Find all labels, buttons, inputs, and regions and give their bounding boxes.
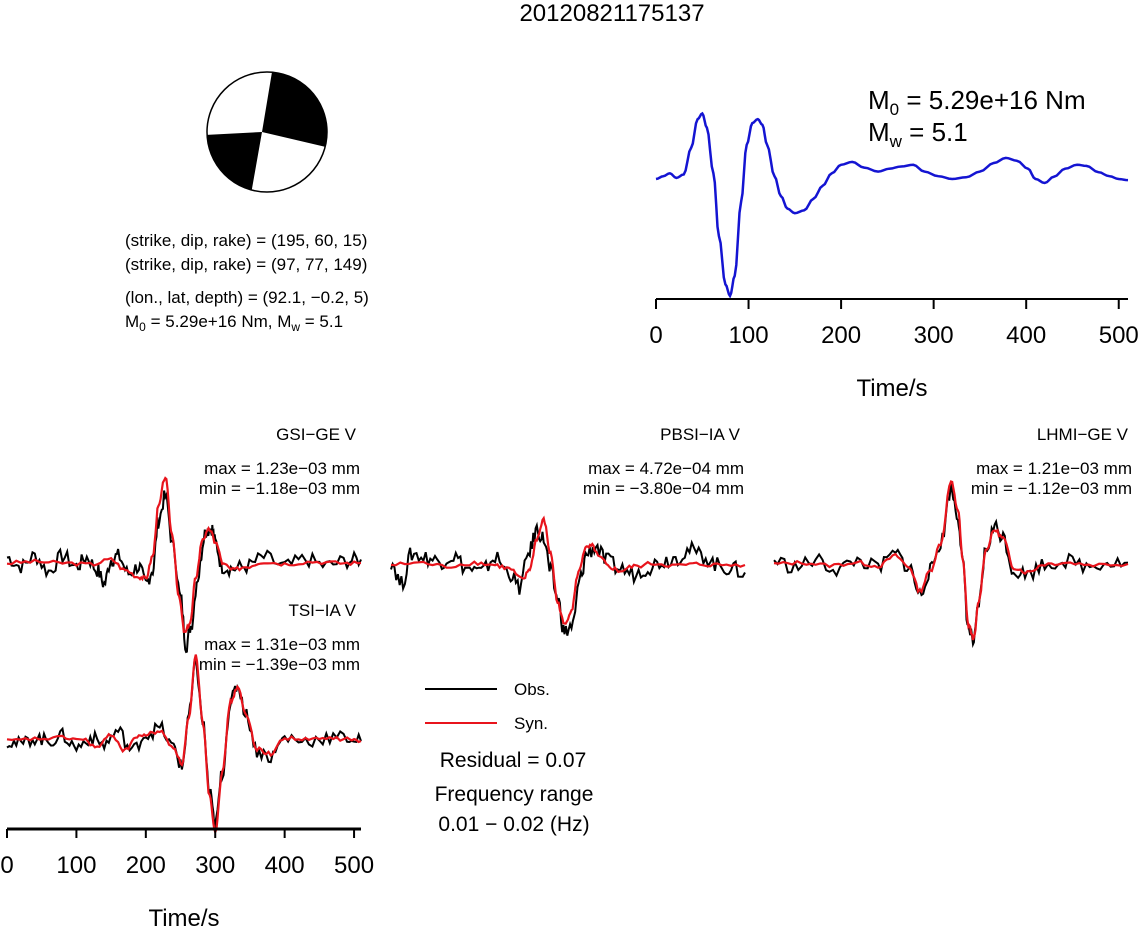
max-amplitude-label: max = 4.72e−04 mm xyxy=(588,459,744,478)
waveform-xlabel: Time/s xyxy=(148,905,219,928)
station-label: LHMI−GE V xyxy=(1037,425,1129,444)
observed-trace xyxy=(390,521,746,636)
waveform-x-tick-label: 400 xyxy=(265,852,305,879)
beachball-outline xyxy=(206,71,328,193)
max-amplitude-label: max = 1.31e−03 mm xyxy=(204,635,360,654)
synthetic-trace xyxy=(390,515,746,625)
frequency-range-label: Frequency range xyxy=(435,783,594,806)
stf-x-tick-label: 400 xyxy=(1006,322,1046,349)
source-time-function-panel: 0 100 200 300 400 500 xyxy=(649,111,1139,349)
stf-line xyxy=(655,111,1129,299)
beachball xyxy=(206,71,328,193)
legend-observed-label: Obs. xyxy=(514,680,550,699)
min-amplitude-label: min = −1.18e−03 mm xyxy=(199,479,360,498)
stf-x-tick-label: 500 xyxy=(1099,322,1139,349)
nodal-plane-2-label: (strike, dip, rake) = (97, 77, 149) xyxy=(125,255,367,274)
stf-mw-label: Mw = 5.1 xyxy=(868,117,968,151)
stf-x-tick-label: 0 xyxy=(649,322,662,349)
waveform-x-tick-label: 0 xyxy=(0,852,13,879)
waveform-x-tick-label: 300 xyxy=(195,852,235,879)
max-amplitude-label: max = 1.23e−03 mm xyxy=(204,459,360,478)
moment-label: M0 = 5.29e+16 Nm, Mw = 5.1 xyxy=(125,312,343,334)
stf-xlabel: Time/s xyxy=(856,375,927,402)
synthetic-trace xyxy=(6,476,362,634)
stf-x-tick-label: 300 xyxy=(914,322,954,349)
synthetic-trace xyxy=(773,480,1129,641)
legend: Obs. Syn. Residual = 0.07 Frequency rang… xyxy=(425,680,593,836)
location-label: (lon., lat, depth) = (92.1, −0.2, 5) xyxy=(125,288,369,307)
nodal-plane-1-label: (strike, dip, rake) = (195, 60, 15) xyxy=(125,231,367,250)
waveform-x-tick-label: 500 xyxy=(334,852,374,879)
min-amplitude-label: min = −1.39e−03 mm xyxy=(199,655,360,674)
legend-synthetic-label: Syn. xyxy=(514,714,548,733)
frequency-range-value: 0.01 − 0.02 (Hz) xyxy=(438,813,589,836)
station-label: TSI−IA V xyxy=(288,601,356,620)
synthetic-trace xyxy=(6,654,362,836)
waveform-x-tick-label: 200 xyxy=(126,852,166,879)
station-label: PBSI−IA V xyxy=(660,425,741,444)
residual-label: Residual = 0.07 xyxy=(440,749,587,772)
waveform-x-tick-label: 100 xyxy=(56,852,96,879)
min-amplitude-label: min = −3.80e−04 mm xyxy=(583,479,744,498)
max-amplitude-label: max = 1.21e−03 mm xyxy=(976,459,1132,478)
station-label: GSI−GE V xyxy=(276,425,356,444)
stf-x-tick-label: 100 xyxy=(729,322,769,349)
stf-m0-label: M0 = 5.29e+16 Nm xyxy=(868,85,1086,119)
stf-x-tick-label: 200 xyxy=(821,322,861,349)
event-title: 20120821175137 xyxy=(519,0,704,27)
min-amplitude-label: min = −1.12e−03 mm xyxy=(971,479,1132,498)
